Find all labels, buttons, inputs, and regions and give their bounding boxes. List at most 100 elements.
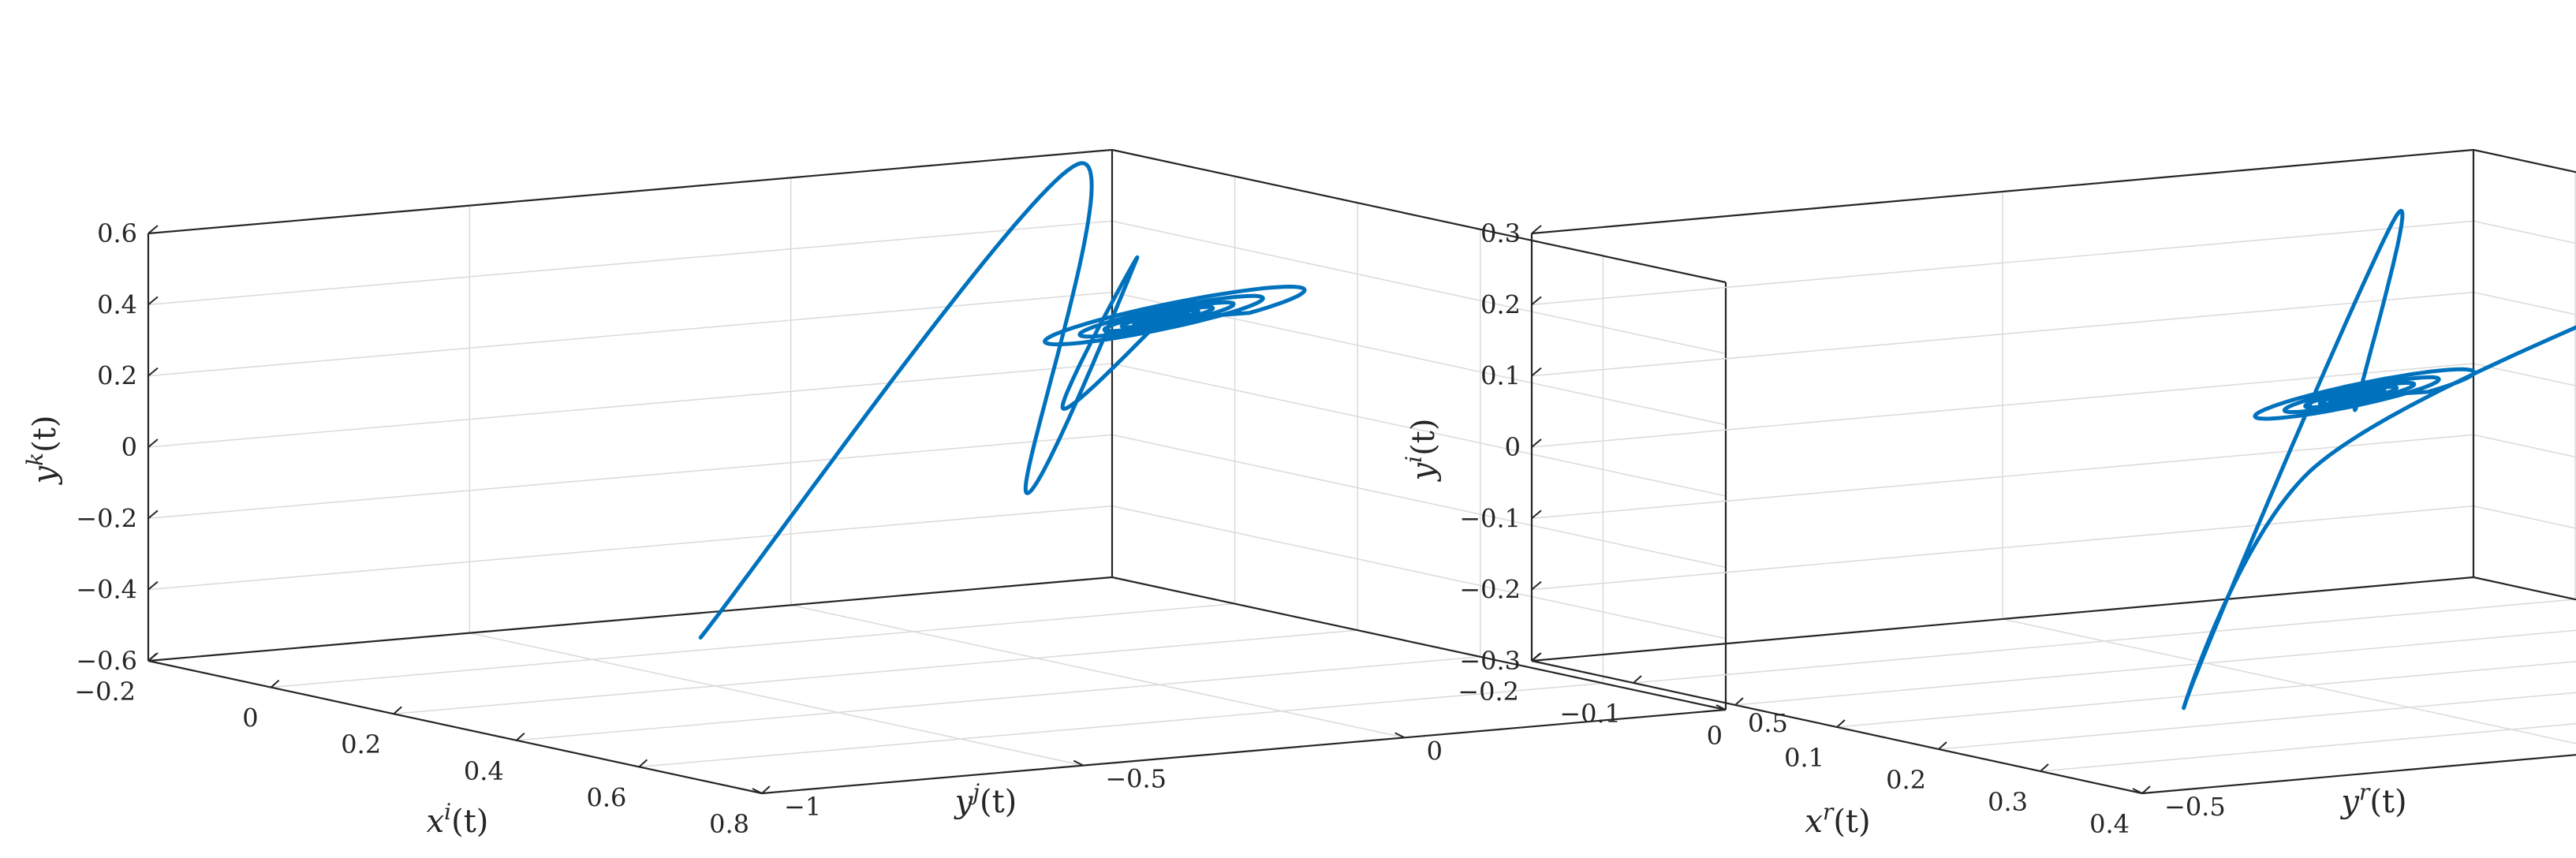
z-tick-mark <box>1531 438 1542 448</box>
x-tick-mark <box>1938 741 1947 750</box>
z-tick-label: 0.3 <box>1480 218 1521 248</box>
y-tick-mark <box>1394 732 1406 739</box>
grid-line-z-side <box>1531 291 2474 377</box>
y-tick-label: −0.5 <box>2164 792 2226 822</box>
grid-line-z-back <box>1111 434 1727 569</box>
z-tick-mark <box>147 438 159 448</box>
z-tick-mark <box>1531 296 1542 306</box>
z-axis-label: yi(t) <box>1401 419 1442 483</box>
x-tick-label: 0.6 <box>587 782 627 812</box>
x-tick-mark <box>516 733 525 741</box>
x-tick-label: −0.2 <box>74 677 136 707</box>
box-edge <box>1531 576 2474 662</box>
grid-line-z-side <box>147 434 1113 520</box>
y-tick-mark <box>1715 704 1727 711</box>
y-axis-label: yr(t) <box>2339 779 2406 820</box>
grid-line-z-side <box>147 363 1113 448</box>
z-tick-label: 0.2 <box>97 361 137 391</box>
x-tick-label: 0.2 <box>1886 765 1926 795</box>
x-tick-mark <box>1836 719 1846 728</box>
x-tick-label: 0.4 <box>464 756 504 786</box>
z-tick-mark <box>147 367 159 377</box>
grid-line-z-back <box>2473 363 2576 387</box>
grid-line-z-back <box>1111 363 1727 497</box>
grid-line-z-back <box>2473 220 2576 244</box>
box-edge <box>1531 148 2474 235</box>
x-tick-mark <box>2141 785 2151 794</box>
x-tick-mark <box>2040 763 2049 772</box>
left-3d-plot: −0.2 0 0.2 0.4 0.6 0.8 −1 −0.5 0 0.5 −0.6 −0.4 −0.2 0… <box>22 148 1788 840</box>
z-tick-mark <box>1531 509 1542 520</box>
box-edge <box>147 148 1113 235</box>
grid-line-z-back <box>2473 149 2576 173</box>
x-tick-label: 0.8 <box>709 809 749 839</box>
z-tick-label: −0.2 <box>76 503 137 533</box>
z-tick-label: 0.6 <box>97 218 137 248</box>
z-tick-label: 0.4 <box>97 289 137 319</box>
grid-line-z-side <box>147 505 1113 591</box>
trajectory-line <box>698 161 1307 640</box>
y-tick-label: −0.5 <box>1105 764 1167 794</box>
z-tick-mark <box>147 652 159 662</box>
box-edge <box>147 576 1113 662</box>
y-axis-label: yj(t) <box>954 779 1017 820</box>
y-tick-label: 0 <box>1427 736 1443 766</box>
grid-line-x-floor <box>394 629 1358 714</box>
grid-line-x-floor <box>516 656 1480 741</box>
box-edge <box>1111 576 1727 711</box>
z-tick-mark <box>147 225 159 234</box>
box-edge <box>2473 148 2576 173</box>
z-tick-mark <box>1531 580 1542 591</box>
y-tick-label: −1 <box>784 792 821 822</box>
z-tick-label: 0.2 <box>1480 289 1521 319</box>
z-tick-label: 0.1 <box>1480 361 1521 391</box>
x-tick-label: −0.2 <box>1458 677 1519 707</box>
x-tick-mark <box>393 706 402 714</box>
grid-line-z-back <box>2473 576 2576 601</box>
z-tick-label: −0.4 <box>76 575 137 605</box>
box-edge <box>1111 148 1727 284</box>
grid-line-z-back <box>1111 505 1727 640</box>
grid-line-y-floor <box>790 604 1405 739</box>
trajectory-line <box>2182 208 2576 711</box>
z-tick-label: 0 <box>1505 432 1521 462</box>
z-tick-label: −0.2 <box>1459 575 1521 605</box>
box-edge <box>2141 754 2576 795</box>
x-tick-mark <box>761 785 771 794</box>
x-tick-label: 0.2 <box>341 729 381 759</box>
grid-line-z-back <box>2473 505 2576 529</box>
grid-line-z-side <box>147 291 1113 377</box>
grid-line-z-back <box>2473 434 2576 458</box>
y-tick-label: 0.5 <box>1748 708 1788 738</box>
grid-line-x-floor <box>639 682 1603 768</box>
x-tick-mark <box>270 679 280 688</box>
z-axis-label: yk(t) <box>22 416 63 486</box>
grid-line-z-side <box>147 220 1113 306</box>
grid-line-z-side <box>1531 220 2474 306</box>
z-tick-mark <box>147 580 159 591</box>
box-edge <box>2473 576 2576 601</box>
grid-line-x-floor <box>271 602 1235 688</box>
x-tick-label: 0.3 <box>1988 787 2028 817</box>
grid-line-x-floor <box>1836 661 2576 728</box>
z-tick-label: −0.1 <box>1459 503 1521 533</box>
right-3d-plot: −0.2−0.100.10.20.30.4−0.500.5−0.3−0.2−0.… <box>1401 148 2576 840</box>
x-tick-mark <box>1633 675 1642 684</box>
grid-line-z-back <box>1111 220 1727 355</box>
box-edge <box>147 659 763 795</box>
x-tick-label: 0.4 <box>2089 809 2130 839</box>
x-axis-label: xr(t) <box>1805 799 1870 840</box>
grid-line-y-floor <box>2002 618 2576 744</box>
z-tick-mark <box>1531 225 1542 234</box>
z-tick-label: 0 <box>121 432 137 462</box>
x-tick-label: −0.1 <box>1559 699 1621 729</box>
y-tick-mark <box>752 788 763 794</box>
z-tick-mark <box>1531 367 1542 377</box>
y-tick-mark <box>2132 788 2143 794</box>
z-tick-mark <box>1531 652 1542 662</box>
z-tick-mark <box>147 296 159 306</box>
box-edge <box>761 708 1727 795</box>
z-tick-label: −0.6 <box>76 646 137 676</box>
grid-line-y-floor <box>2473 576 2576 601</box>
